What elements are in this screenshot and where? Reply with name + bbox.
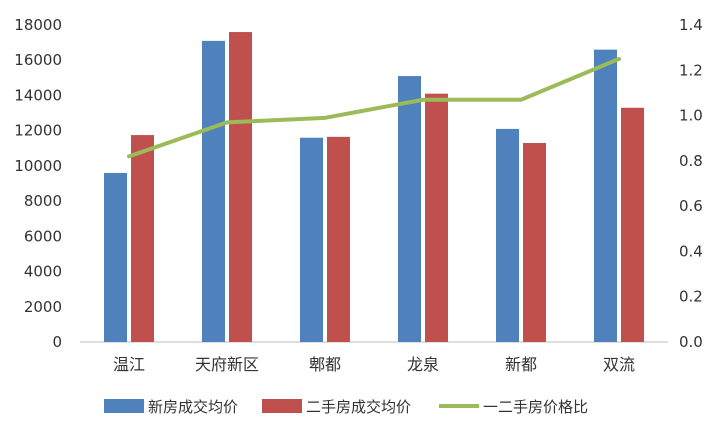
right-tick-label: 1.4 [679, 16, 703, 34]
left-tick-label: 6000 [24, 227, 62, 245]
legend-swatch [104, 399, 144, 413]
left-tick-label: 12000 [14, 122, 62, 140]
category-label: 双流 [603, 355, 635, 374]
bar-resale-2 [327, 136, 350, 342]
left-tick-label: 18000 [14, 16, 62, 34]
legend-label: 一二手房价格比 [483, 398, 588, 416]
legend-label: 新房成交均价 [148, 398, 238, 416]
category-label: 郫都 [309, 355, 341, 374]
left-tick-label: 16000 [14, 51, 62, 69]
bar-resale-3 [425, 93, 448, 342]
ratio-line [127, 56, 621, 159]
left-tick-label: 2000 [24, 298, 62, 316]
right-tick-label: 1.0 [679, 107, 703, 125]
bar-resale-4 [523, 142, 546, 342]
bar-resale-5 [621, 107, 644, 343]
legend-swatch [262, 399, 302, 413]
ratio-line-layer [127, 56, 621, 159]
left-tick-label: 10000 [14, 157, 62, 175]
bar-new-home-1 [202, 40, 225, 342]
right-tick-label: 0.8 [679, 152, 703, 170]
left-axis-ticks: 0 2000 4000 6000 8000 10000 12000 14000 16000 180… [14, 16, 62, 351]
right-tick-label: 0.4 [679, 242, 703, 260]
bar-new-home-2 [300, 137, 323, 342]
right-tick-label: 0.6 [679, 197, 703, 215]
category-label: 天府新区 [195, 355, 259, 374]
bar-new-home-3 [398, 76, 421, 343]
bar-new-home-4 [496, 128, 519, 342]
category-label: 温江 [113, 355, 145, 374]
category-label: 新都 [505, 355, 537, 374]
bar-resale-0 [131, 135, 154, 342]
left-tick-label: 8000 [24, 192, 62, 210]
left-tick-label: 4000 [24, 263, 62, 281]
right-tick-label: 1.2 [679, 61, 703, 79]
bars [104, 32, 644, 343]
legend-label: 二手房成交均价 [306, 398, 411, 416]
right-tick-label: 0.2 [679, 288, 703, 306]
bar-new-home-5 [594, 49, 617, 343]
legend: 新房成交均价 二手房成交均价 一二手房价格比 [104, 398, 588, 416]
category-label: 龙泉 [407, 355, 439, 374]
right-axis-ticks: 0.0 0.2 0.4 0.6 0.8 1.0 1.2 1.4 [679, 16, 703, 351]
category-labels: 温江 天府新区 郫都 龙泉 新都 双流 [113, 355, 635, 374]
bar-resale-1 [229, 32, 252, 343]
left-tick-label: 14000 [14, 86, 62, 104]
left-tick-label: 0 [52, 333, 62, 351]
right-tick-label: 0.0 [679, 333, 703, 351]
bar-new-home-0 [104, 172, 127, 342]
